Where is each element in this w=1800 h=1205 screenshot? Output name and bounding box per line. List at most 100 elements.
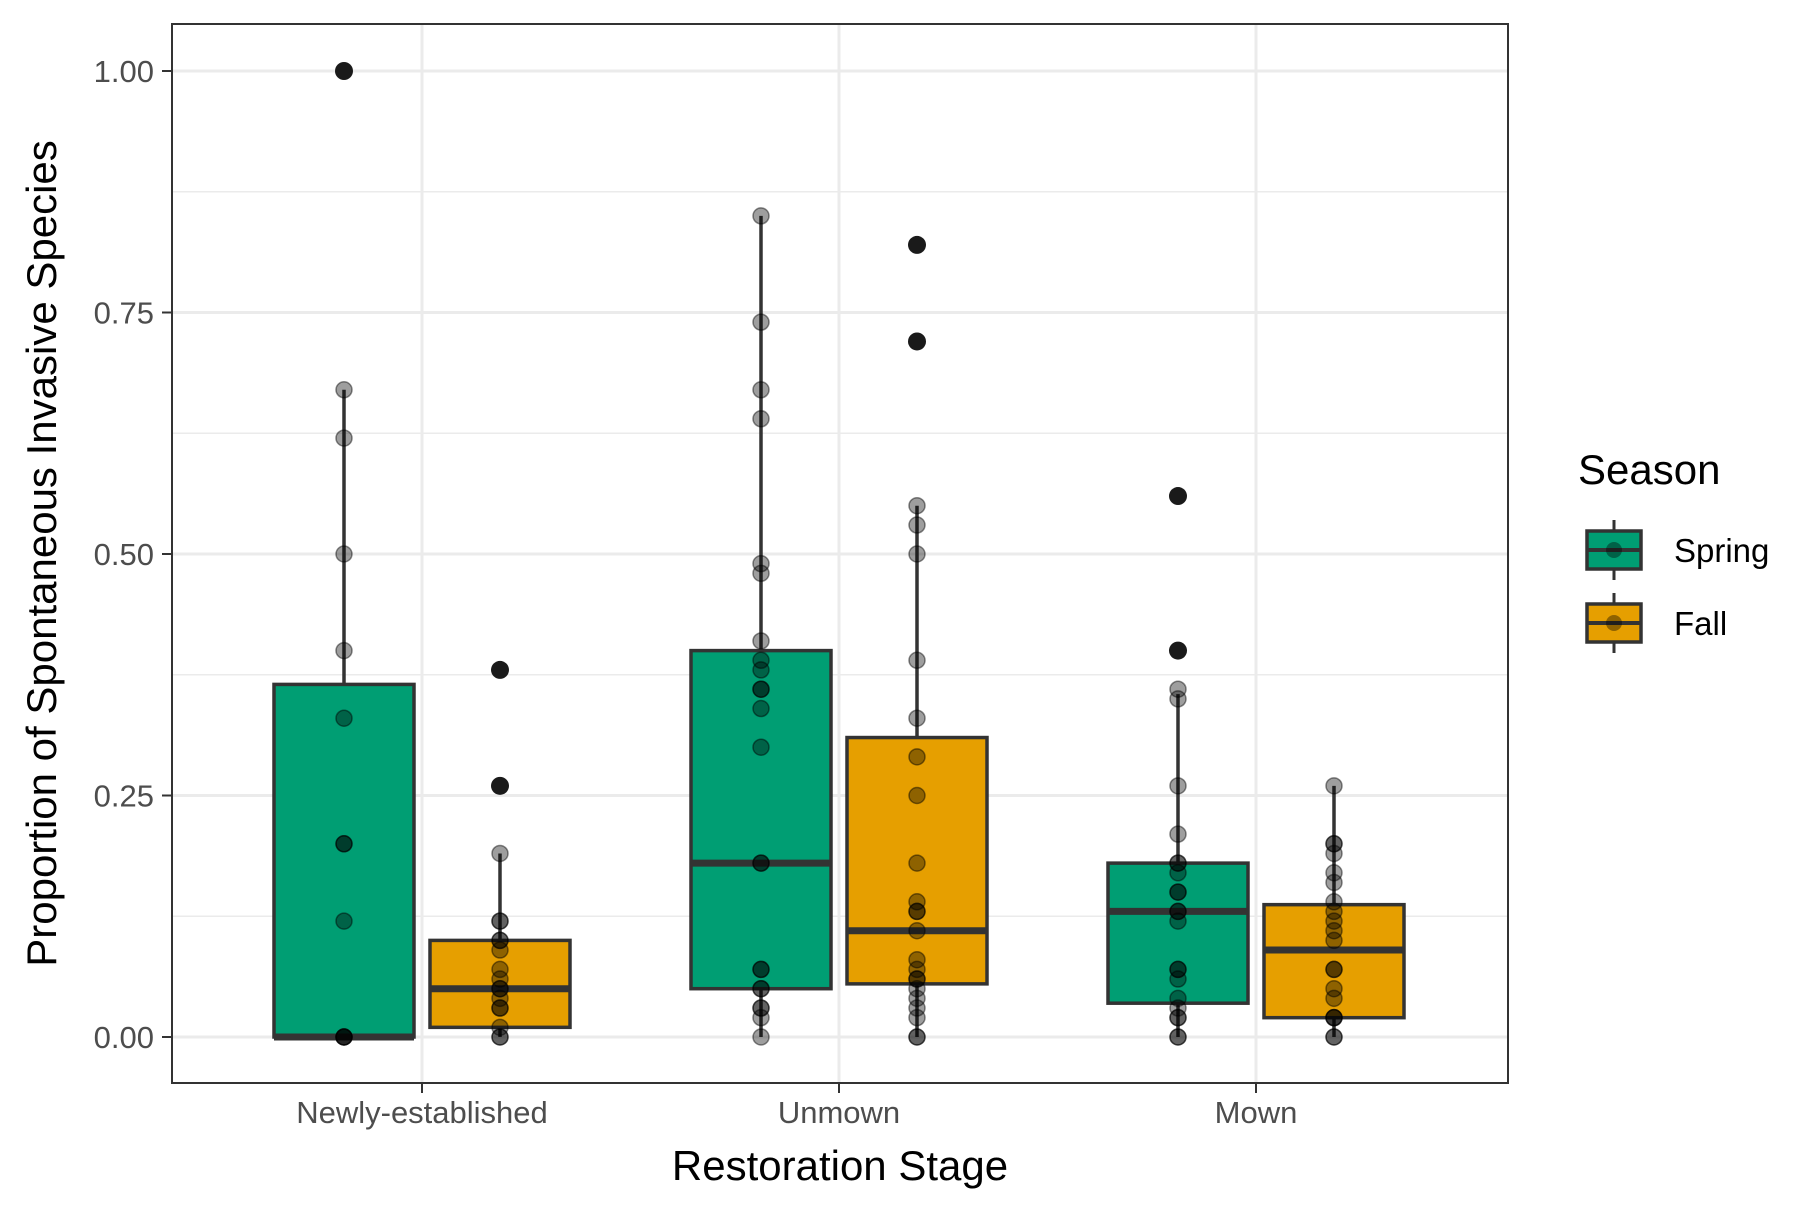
jitter-point (1169, 1028, 1187, 1046)
jitter-point (1169, 989, 1187, 1008)
jitter-point (752, 313, 770, 331)
box-fall-mown (1262, 785, 1406, 1037)
jitter-point (752, 381, 770, 399)
jitter-point (491, 931, 509, 950)
y-tick-label: 1.00 (94, 54, 154, 89)
jitter-point (752, 999, 770, 1017)
box-iqr (428, 938, 572, 1030)
jitter-point (1169, 1008, 1187, 1027)
jitter-point (1169, 960, 1187, 979)
jitter-point (1325, 1008, 1343, 1027)
jitter-point (491, 979, 509, 998)
jitter-point (908, 545, 926, 563)
jitter-point (752, 979, 770, 998)
jitter-point (1169, 912, 1187, 930)
jitter-point (1325, 777, 1343, 795)
jitter-point (1169, 854, 1187, 872)
outlier-point (491, 776, 509, 795)
x-tick-label: Unmown (778, 1095, 900, 1130)
box-iqr (689, 648, 833, 991)
jitter-point (1169, 777, 1187, 795)
x-tick-label: Newly-established (296, 1095, 548, 1130)
jitter-point (491, 1028, 509, 1046)
y-tick-label: 0.00 (94, 1020, 154, 1055)
jitter-point (752, 680, 770, 698)
jitter-point (335, 835, 353, 853)
jitter-point (1169, 883, 1187, 901)
jitter-point (1325, 835, 1343, 853)
jitter-point (752, 410, 770, 428)
jitter-point (752, 661, 770, 679)
jitter-point (1325, 835, 1343, 853)
jitter-point (491, 1028, 509, 1046)
jitter-point (752, 564, 770, 583)
jitter-point (908, 960, 926, 979)
jitter-point (1325, 893, 1343, 911)
jitter-point (908, 989, 926, 1008)
jitter-point (335, 835, 353, 853)
box-fall-unmown (845, 505, 989, 1037)
jitter-point (491, 941, 509, 959)
jitter-point (752, 699, 770, 718)
jitter-point (908, 1008, 926, 1027)
jitter-point (1325, 921, 1343, 940)
jitter-point (1169, 854, 1187, 872)
jitter-point (491, 970, 509, 988)
jitter-point (908, 516, 926, 534)
outlier-point (335, 62, 353, 80)
y-axis-title: Proportion of Spontaneous Invasive Speci… (18, 140, 65, 967)
jitter-point (752, 960, 770, 979)
jitter-point (908, 902, 926, 921)
jitter-point (491, 999, 509, 1017)
jitter-point (908, 902, 926, 921)
jitter-point (752, 207, 770, 225)
legend-key-spring: Spring (1585, 520, 1769, 580)
jitter-point (491, 931, 509, 950)
jitter-point (752, 854, 770, 872)
jitter-point (752, 554, 770, 573)
jitter-point (752, 738, 770, 756)
jitter-point (491, 912, 509, 930)
jitter-point (908, 999, 926, 1017)
jitter-point (752, 979, 770, 998)
jitter-point (752, 960, 770, 979)
outlier-point (1169, 641, 1187, 660)
jitter-point (1325, 989, 1343, 1008)
jitter-point (908, 748, 926, 766)
jitter-point (908, 1028, 926, 1046)
jitter-point (335, 709, 353, 727)
jitter-point (752, 632, 770, 650)
jitter-point (1169, 970, 1187, 988)
jitter-point (1169, 902, 1187, 921)
jitter-point (1325, 864, 1343, 882)
jitter-point (908, 854, 926, 872)
outlier-point (908, 332, 926, 351)
jitter-point (1325, 1028, 1343, 1046)
jitter-point (491, 960, 509, 979)
jitter-point (908, 651, 926, 670)
axes: 0.00 0.25 0.50 0.75 1.00 Newly-established Unm… (94, 54, 1298, 1130)
jitter-point (1325, 979, 1343, 998)
jitter-point (752, 999, 770, 1017)
jitter-point (1169, 960, 1187, 979)
box-iqr (1106, 861, 1250, 1005)
x-axis-title: Restoration Stage (672, 1142, 1008, 1189)
jitter-point (752, 680, 770, 698)
jitter-point (1169, 883, 1187, 901)
jitter-point (491, 999, 509, 1017)
y-tick-label: 0.50 (94, 537, 154, 572)
outlier-point (1169, 487, 1187, 506)
jitter-point (335, 1028, 353, 1046)
jitter-point (491, 989, 509, 1008)
jitter-point (1325, 844, 1343, 863)
jitter-point (1325, 873, 1343, 892)
jitter-point (491, 1018, 509, 1037)
jitter-point (1169, 902, 1187, 921)
legend-key-fall: Fall (1585, 593, 1727, 653)
jitter-point (908, 921, 926, 940)
outlier-point (908, 235, 926, 254)
outlier-point (491, 660, 509, 679)
jitter-point (335, 1028, 353, 1046)
